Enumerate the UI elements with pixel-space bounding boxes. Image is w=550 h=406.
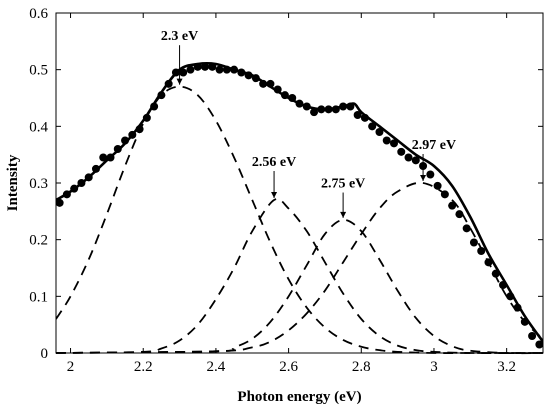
data-point — [397, 147, 406, 156]
peak-annotation-label: 2.3 eV — [161, 29, 198, 44]
data-point — [99, 153, 108, 162]
x-tick-label: 2.2 — [134, 359, 153, 375]
y-tick-label: 0.2 — [29, 233, 48, 249]
data-point — [477, 247, 486, 255]
data-point — [353, 111, 362, 119]
data-point — [215, 65, 224, 74]
y-tick-label: 0.1 — [29, 289, 48, 305]
x-tick-label: 3.2 — [497, 359, 516, 375]
data-point — [404, 153, 413, 162]
component-peak-line-2 — [56, 85, 543, 354]
series-data-points — [56, 62, 543, 349]
peak-annotation-arrowhead — [176, 78, 183, 85]
y-tick-label: 0.3 — [29, 176, 48, 192]
y-tick-label: 0.6 — [29, 6, 48, 22]
fit-curve-line — [56, 61, 543, 343]
peak-annotation-arrowhead — [271, 192, 278, 198]
peak-annotation-label: 2.56 eV — [252, 155, 296, 170]
data-point — [310, 108, 319, 117]
x-tick-label: 2.4 — [207, 359, 226, 375]
data-point — [368, 122, 377, 131]
component-peak-line-3 — [56, 198, 543, 354]
data-point — [201, 62, 210, 71]
data-point — [448, 201, 457, 210]
x-tick-label: 3 — [430, 359, 438, 375]
data-point — [462, 224, 471, 233]
data-point — [375, 128, 384, 136]
data-point — [426, 170, 435, 179]
peak-annotation-label: 2.75 eV — [321, 177, 365, 192]
peak-annotation-arrowhead — [420, 175, 427, 181]
data-point — [411, 156, 420, 165]
data-point — [382, 136, 391, 145]
data-point — [389, 139, 398, 148]
y-tick-label: 0.5 — [29, 63, 48, 79]
data-point — [186, 65, 195, 74]
data-point — [455, 210, 464, 219]
y-tick-label: 0.4 — [29, 119, 48, 135]
peak-annotation-arrowhead — [340, 211, 347, 218]
data-point — [179, 68, 188, 77]
peak-annotation-label: 2.97 eV — [412, 138, 456, 153]
series-layer — [56, 61, 543, 355]
x-tick-label: 2 — [67, 359, 75, 375]
x-tick-label: 2.8 — [352, 359, 371, 375]
annotation-layer: 2.3 eV 2.56 eV 2.75 eV 2.97 eV — [161, 29, 456, 218]
axes: 2 2.2 2.4 2.6 2.8 3 3.2 0 0.1 0.2 0.3 0.4 0.5 0.6 — [29, 6, 544, 375]
component-peak-line-5 — [56, 181, 543, 354]
data-point — [528, 332, 537, 340]
plot-frame — [55, 12, 544, 354]
data-point — [433, 181, 442, 190]
x-tick-label: 2.6 — [279, 359, 298, 375]
y-axis-label: Intensity — [5, 154, 21, 211]
data-point — [56, 198, 64, 207]
data-point — [469, 238, 478, 247]
component-peak-line-4 — [56, 218, 543, 355]
y-tick-label: 0 — [41, 346, 49, 362]
x-axis-label: Photon energy (eV) — [237, 389, 361, 405]
data-point — [535, 340, 543, 349]
